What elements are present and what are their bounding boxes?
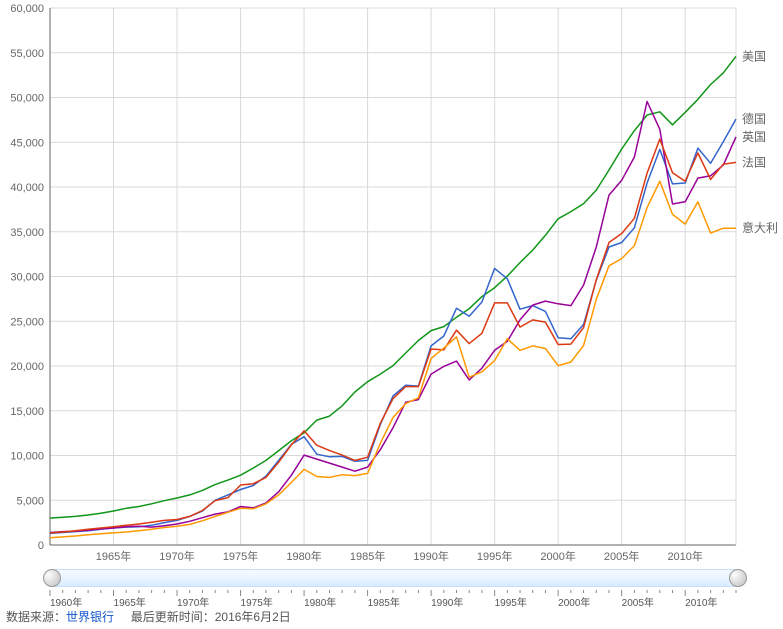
source-prefix: 数据来源： <box>6 610 66 624</box>
svg-text:1990年: 1990年 <box>413 549 448 563</box>
svg-text:5,000: 5,000 <box>16 495 44 507</box>
svg-text:25,000: 25,000 <box>10 316 44 328</box>
svg-text:45,000: 45,000 <box>10 137 44 149</box>
svg-text:1995年: 1995年 <box>477 549 512 563</box>
line-chart: 0 5,000 10,000 15,000 20,000 25,000 30,000 35,0… <box>0 0 783 565</box>
series-de <box>50 119 736 533</box>
timeline-handle-left[interactable] <box>43 569 61 587</box>
series-it <box>50 181 736 538</box>
series-fr <box>50 139 736 533</box>
updated-value: 2016年6月2日 <box>215 610 291 624</box>
timeline-axis: 1960年1965年1970年1975年1980年1985年1990年1995年… <box>0 590 783 610</box>
svg-text:1980年: 1980年 <box>286 549 321 563</box>
svg-text:55,000: 55,000 <box>10 48 44 60</box>
timeline-handle-right[interactable] <box>729 569 747 587</box>
svg-text:35,000: 35,000 <box>10 227 44 239</box>
svg-text:1985年: 1985年 <box>368 596 400 609</box>
series-label-it: 意大利 <box>742 220 778 235</box>
svg-text:1990年: 1990年 <box>431 596 463 609</box>
series-label-de: 德国 <box>742 111 766 126</box>
svg-text:1970年: 1970年 <box>159 549 194 563</box>
series-label-us: 美国 <box>742 49 766 63</box>
svg-text:1965年: 1965年 <box>96 549 131 563</box>
svg-text:2010年: 2010年 <box>667 549 702 563</box>
svg-text:0: 0 <box>38 540 44 552</box>
svg-text:20,000: 20,000 <box>10 361 44 373</box>
svg-text:10,000: 10,000 <box>10 451 44 463</box>
svg-text:1975年: 1975年 <box>223 549 258 563</box>
footer: 数据来源：世界银行 最后更新时间：2016年6月2日 <box>6 608 291 625</box>
svg-text:60,000: 60,000 <box>10 3 44 15</box>
series-uk <box>50 102 736 533</box>
svg-text:50,000: 50,000 <box>10 93 44 105</box>
source-link[interactable]: 世界银行 <box>66 610 114 624</box>
svg-text:2005年: 2005年 <box>604 549 639 563</box>
svg-text:1980年: 1980年 <box>304 596 336 609</box>
svg-text:1995年: 1995年 <box>495 596 527 609</box>
series-label-uk: 英国 <box>742 130 766 144</box>
svg-text:1985年: 1985年 <box>350 549 385 563</box>
svg-text:30,000: 30,000 <box>10 272 44 284</box>
svg-text:2010年: 2010年 <box>685 596 717 609</box>
svg-text:2005年: 2005年 <box>622 596 654 609</box>
svg-text:40,000: 40,000 <box>10 182 44 194</box>
series-label-fr: 法国 <box>742 155 766 169</box>
svg-text:2000年: 2000年 <box>540 549 575 563</box>
svg-text:15,000: 15,000 <box>10 406 44 418</box>
series-us <box>50 56 736 518</box>
svg-text:2000年: 2000年 <box>558 596 590 609</box>
timeline-track[interactable] <box>50 569 738 587</box>
updated-prefix: 最后更新时间： <box>131 610 215 624</box>
